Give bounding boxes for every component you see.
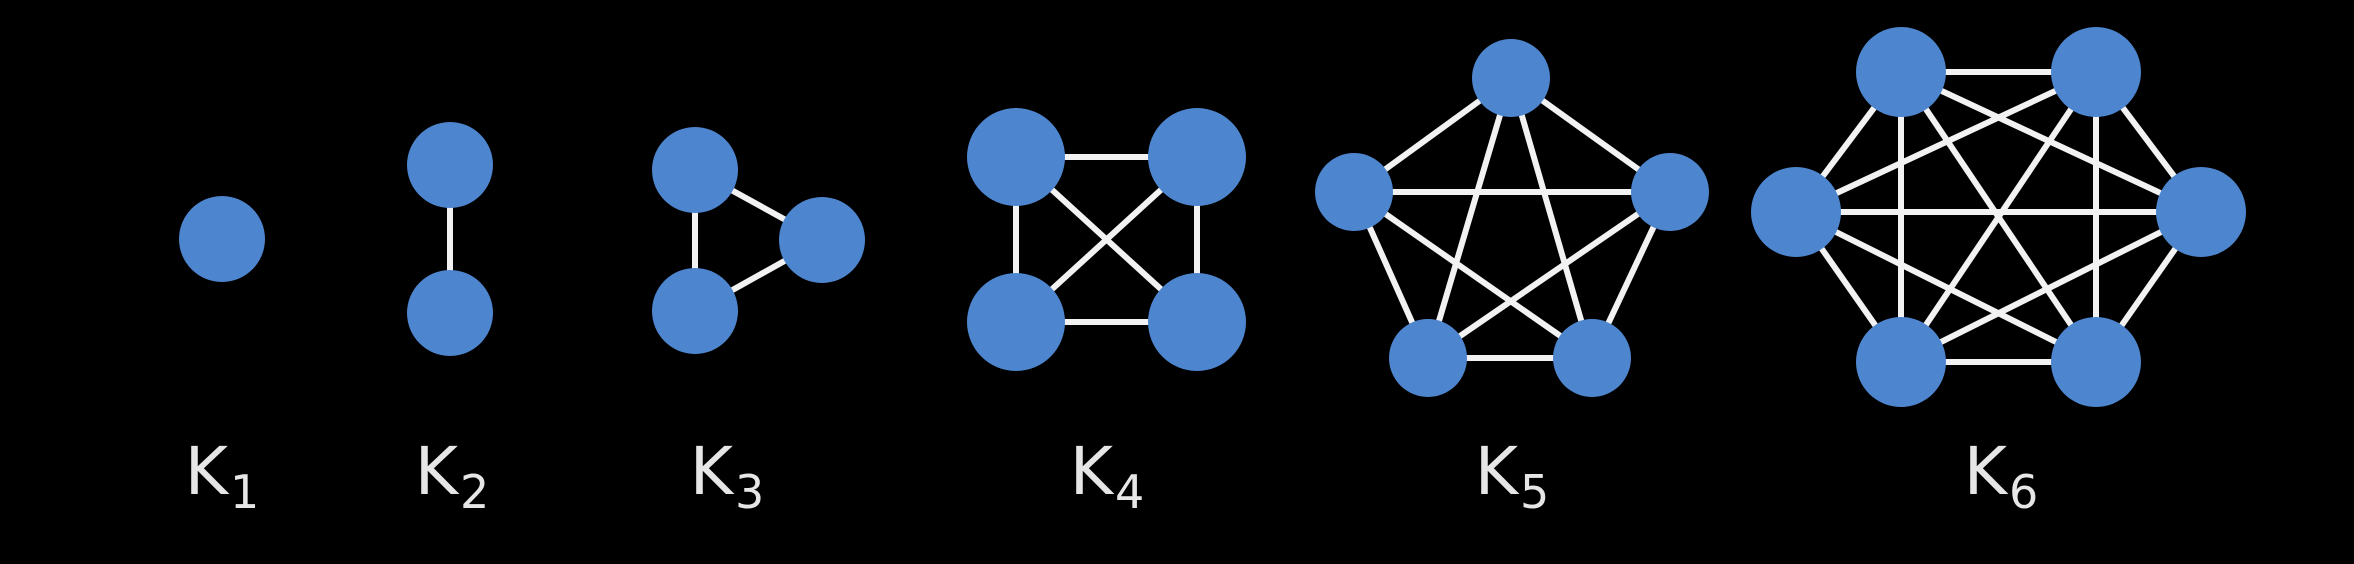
label-k3: K3 — [689, 433, 765, 519]
vertex-1 — [2051, 27, 2141, 117]
vertex-2 — [1553, 319, 1631, 397]
graph-k4 — [967, 108, 1246, 371]
edge-1-3 — [1426, 189, 1672, 361]
vertex-0 — [1856, 27, 1946, 117]
vertex-4 — [1315, 153, 1393, 231]
vertex-1 — [407, 270, 493, 356]
label-k4: K4 — [1069, 433, 1145, 519]
vertex-2 — [2156, 167, 2246, 257]
graph-k5 — [1315, 39, 1709, 397]
edge-3-5 — [1794, 209, 2098, 365]
vertex-3 — [1389, 319, 1467, 397]
vertex-1 — [1631, 153, 1709, 231]
label-k2: K2 — [414, 433, 490, 519]
graph-k3 — [652, 127, 865, 354]
vertex-0 — [652, 127, 738, 213]
graph-k2 — [407, 122, 493, 356]
vertex-1 — [1148, 108, 1246, 206]
vertex-3 — [2051, 317, 2141, 407]
vertex-0 — [967, 108, 1065, 206]
edge-0-3 — [1425, 77, 1514, 359]
label-k5: K5 — [1474, 433, 1550, 519]
edge-2-4 — [1352, 189, 1594, 361]
graph-k1 — [179, 196, 265, 282]
edge-2-4 — [1899, 209, 2203, 365]
vertex-0 — [407, 122, 493, 208]
edge-1-5 — [1794, 69, 2098, 215]
graph-k6 — [1751, 27, 2246, 407]
vertex-2 — [652, 268, 738, 354]
vertex-0 — [1472, 39, 1550, 117]
vertex-4 — [1856, 317, 1946, 407]
vertex-0 — [179, 196, 265, 282]
vertex-1 — [779, 197, 865, 283]
vertex-2 — [1148, 273, 1246, 371]
label-k1: K1 — [184, 433, 260, 519]
vertex-5 — [1751, 167, 1841, 257]
edge-0-2 — [1508, 77, 1595, 359]
vertex-3 — [967, 273, 1065, 371]
label-k6: K6 — [1963, 433, 2039, 519]
edge-1-4 — [1898, 70, 2099, 364]
